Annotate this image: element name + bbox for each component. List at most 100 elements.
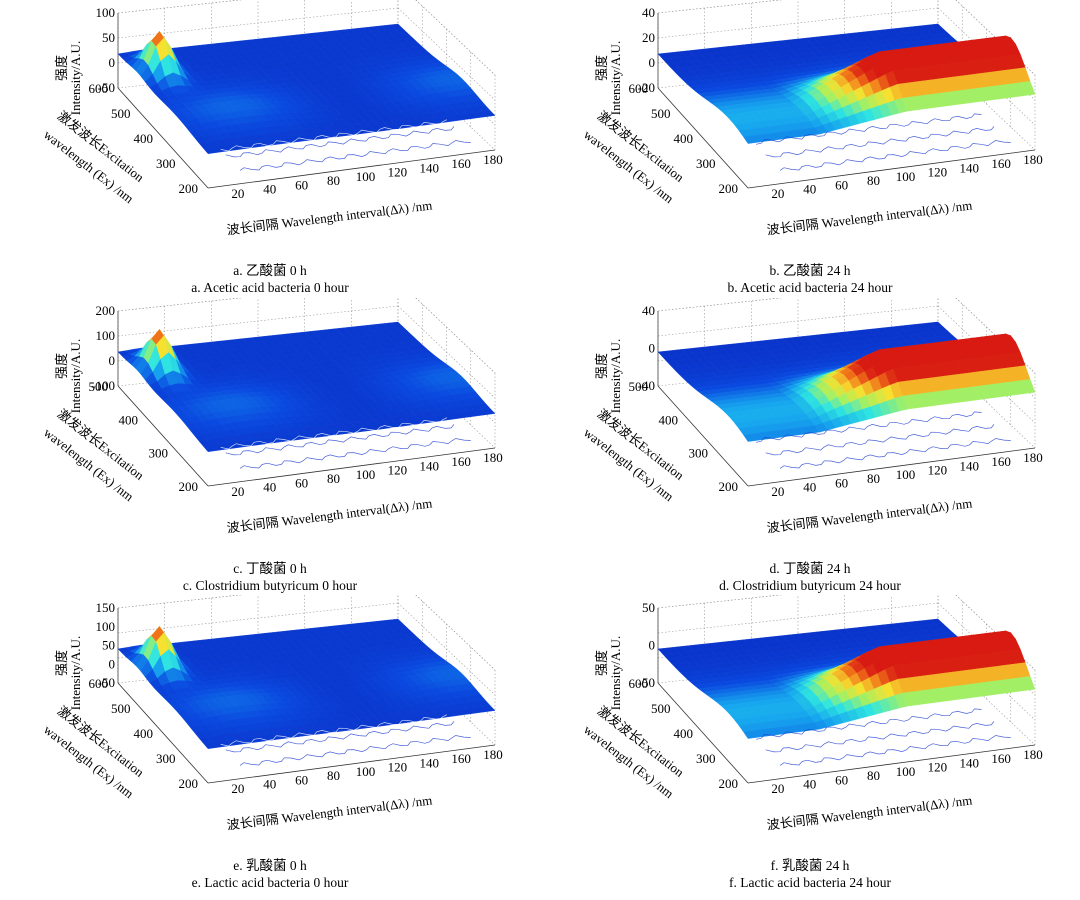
x-tick-label: 20 [231,186,244,201]
x-tick-label: 120 [388,760,408,775]
box-top-edge [955,0,1036,76]
contour-line [232,729,463,760]
y-tick-label: 200 [179,776,199,791]
x-axis-line [207,744,496,784]
box-top-edge [117,0,243,14]
contour-line [239,438,471,469]
z-axis-label-en: Intensity/A.U. [68,636,83,710]
contour-line [760,119,988,152]
chart-panel-a: 20 40 60 80 100 120 140 160 180 200 300 400 500 600 10… [0,0,540,300]
x-tick-label: 160 [991,156,1011,171]
chart-panel-b: 20 40 60 80 100 120 140 160 180 200 300 400 500 600 40… [540,0,1080,300]
z-tick-label: 100 [96,619,116,634]
z-tick-label: -100 [91,378,115,393]
z-tick-label: 40 [642,303,655,318]
contour-line [755,708,982,740]
grid-line [657,305,939,337]
x-tick-label: 60 [295,177,308,192]
y-tick-label: 400 [119,412,139,427]
y-tick-label: 400 [674,726,694,741]
z-axis-label-cn: 强度 [594,650,609,676]
x-tick-label: 100 [896,467,916,482]
box-top-edge [415,0,496,76]
x-tick-label: 140 [959,160,979,175]
z-tick-label: 0 [109,353,116,368]
x-tick-label: 180 [1023,747,1043,762]
y-tick-label: 500 [651,106,671,121]
x-tick-label: 40 [263,480,276,495]
x-tick-label: 180 [483,152,503,167]
x-tick-label: 40 [263,777,276,792]
y-tick-label: 500 [651,701,671,716]
z-tick-label: 50 [102,30,115,45]
x-axis-label-en: Wavelength interval(Δλ) /nm [821,792,973,825]
surface-mesh [117,321,496,452]
surface-mesh [657,618,1036,739]
x-tick-label: 180 [1023,450,1043,465]
y-tick-label: 600 [629,676,649,691]
y-axis-line [657,385,749,487]
x-axis-line [747,149,1036,189]
chart-panel-d: 20 40 60 80 100 120 140 160 180 200 300 400 500 40 0 -4… [540,298,1080,598]
y-tick-label: 400 [134,131,154,146]
x-axis-line [747,744,1036,784]
y-tick-label: 200 [719,776,739,791]
surface-mesh [117,23,496,154]
contour-lines [215,411,471,469]
y-tick-label: 300 [149,446,169,461]
x-tick-label: 20 [231,484,244,499]
z-tick-label: -50 [638,675,655,690]
z-axis-label-cn: 强度 [54,55,69,81]
z-tick-label: 50 [642,600,655,615]
x-axis-label: 波长间隔 Wavelength interval(Δλ) /nm [226,792,433,832]
x-axis-label-en: Wavelength interval(Δλ) /nm [281,792,433,825]
caption-en: c. Clostridium butyricum 0 hour [182,578,358,593]
z-tick-label: -50 [98,80,115,95]
x-tick-label: 100 [356,764,376,779]
surface-cell [1021,379,1036,394]
z-axis-label-cn: 强度 [594,353,609,379]
x-axis-line [207,149,496,189]
z-tick-label: 0 [109,656,116,671]
chart-panel-c: 20 40 60 80 100 120 140 160 180 200 300 400 500 200 10… [0,298,540,598]
x-axis-label-en: Wavelength interval(Δλ) /nm [821,495,973,528]
y-tick-label: 500 [89,379,109,394]
x-tick-label: 140 [419,755,439,770]
box-top-edge [657,0,783,14]
contour-line [755,113,982,145]
x-tick-label: 100 [896,169,916,184]
surface-cell [481,705,496,712]
contour-lines [755,411,1011,469]
surface-mesh [657,321,1036,442]
caption-en: f. Lactic acid bacteria 24 hour [729,875,891,890]
x-tick-label: 80 [327,471,340,486]
x-tick-label: 40 [803,182,816,197]
y-tick-label: 200 [179,181,199,196]
x-tick-label: 20 [771,186,784,201]
surface-plot-svg: 20 40 60 80 100 120 140 160 18020030040050060015… [41,595,503,833]
x-tick-label: 180 [483,747,503,762]
chart-panel-e: 20 40 60 80 100 120 140 160 180 200 300 400 500 600 15… [0,595,540,895]
grid-line [657,602,939,634]
z-tick-label: 20 [642,30,655,45]
x-tick-label: 160 [991,751,1011,766]
contour-line [232,432,463,463]
y-tick-label: 600 [89,676,109,691]
x-tick-label: 40 [263,182,276,197]
surface-plot-svg: 20 40 60 80 100 120 140 160 18020030040050060040… [581,0,1043,238]
x-axis-line [747,447,1036,487]
z-axis-label-cn: 强度 [54,353,69,379]
y-axis-line [657,682,749,784]
grid-line [117,7,399,39]
z-tick-label: -20 [638,80,655,95]
grid-line [117,305,399,337]
box-top-edge [117,298,243,312]
z-tick-label: 100 [96,5,116,20]
x-tick-label: 160 [451,751,471,766]
contour-line [215,411,442,443]
y-tick-label: 400 [134,726,154,741]
z-axis-label-en: Intensity/A.U. [68,41,83,115]
x-tick-label: 20 [771,781,784,796]
x-axis-label-cn: 波长间隔 [766,514,823,536]
x-tick-label: 40 [803,480,816,495]
